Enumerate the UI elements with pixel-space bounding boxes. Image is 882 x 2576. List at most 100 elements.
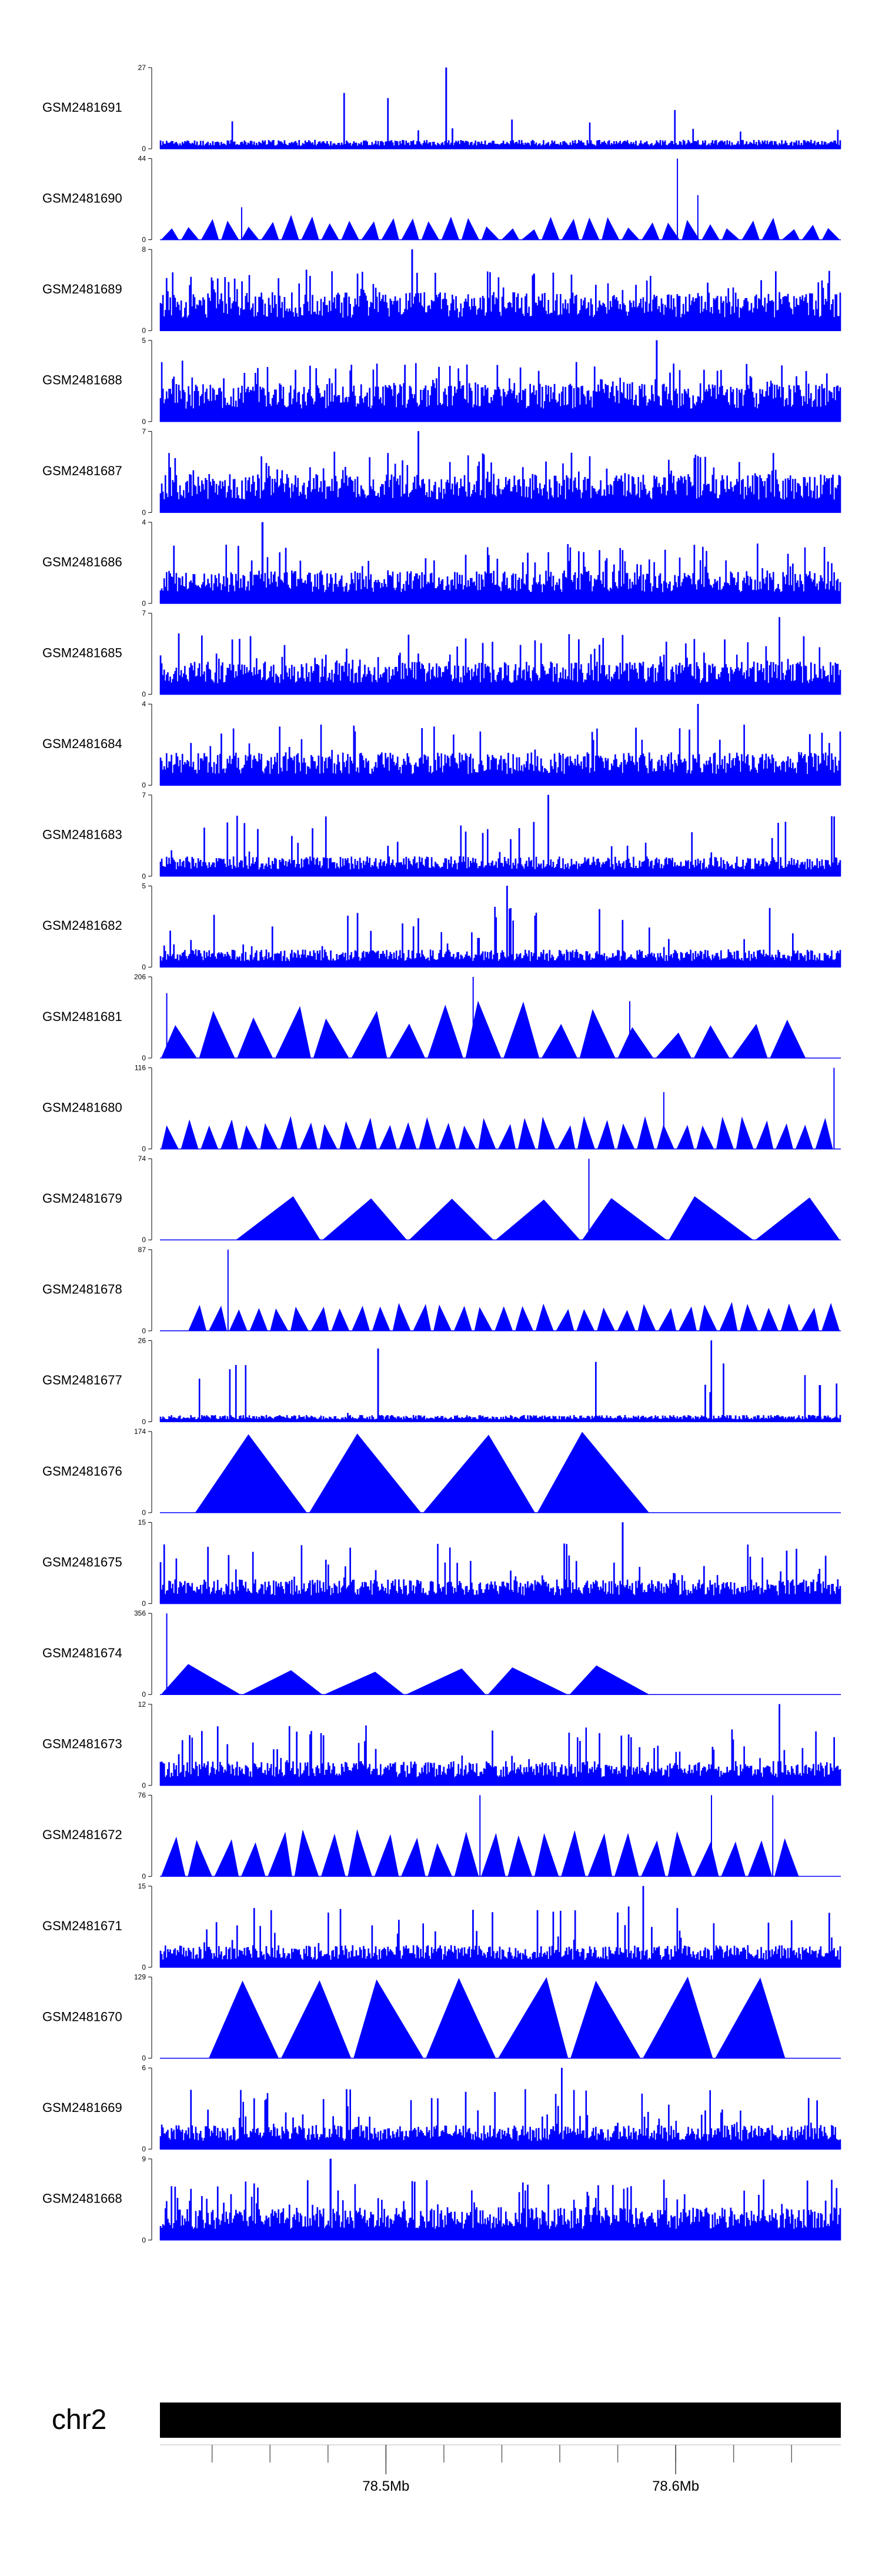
y-axis-min-label: 0 [142,963,146,971]
y-axis-min-label: 0 [142,1054,146,1062]
y-axis-max-label: 5 [142,882,146,890]
coverage-area [159,1522,841,1604]
y-axis-min-label: 0 [142,236,146,244]
track-label: GSM2481677 [42,1373,122,1387]
track-label: GSM2481687 [42,463,122,478]
chromosome-label: chr2 [52,2404,106,2435]
track-label: GSM2481691 [42,100,122,115]
track-label: GSM2481688 [42,373,122,388]
coverage-tracks: GSM2481691270GSM2481690440GSM248168980GS… [42,64,841,2244]
track-label: GSM2481680 [42,1100,122,1115]
track-label: GSM2481671 [42,1918,122,1933]
track-label: GSM2481678 [42,1282,122,1297]
track-GSM2481684: GSM2481684 4 0 [42,700,841,789]
track-GSM2481668: GSM2481668 9 0 [42,2155,841,2244]
track-label: GSM2481690 [42,191,122,205]
y-axis-min-label: 0 [142,1872,146,1880]
y-axis-max-label: 206 [134,973,146,981]
coverage-area [159,522,841,604]
track-GSM2481675: GSM2481675 15 0 [42,1519,841,1608]
track-label: GSM2481673 [42,1737,122,1751]
track-label: GSM2481681 [42,1009,122,1024]
track-label: GSM2481668 [42,2191,122,2206]
y-axis-min-label: 0 [142,1600,146,1608]
track-label: GSM2481679 [42,1191,122,1206]
y-axis-min-label: 0 [142,2145,146,2153]
track-label: GSM2481674 [42,1646,122,1660]
coverage-area [235,1196,841,1240]
coverage-area [187,1302,841,1332]
track-GSM2481672: GSM2481672 76 0 [42,1791,841,1880]
coverage-area [159,795,841,877]
track-label: GSM2481683 [42,827,122,842]
genome-position-label: 78.5Mb [362,2478,409,2494]
coverage-area [160,1664,650,1695]
y-axis-max-label: 76 [138,1791,146,1799]
coverage-area [159,340,841,422]
chromosome-bar [160,2403,841,2438]
track-GSM2481680: GSM2481680 116 0 [42,1064,841,1153]
track-label: GSM2481675 [42,1554,122,1569]
y-axis-min-label: 0 [142,508,146,516]
y-axis-max-label: 7 [142,791,146,799]
track-GSM2481687: GSM2481687 7 0 [42,427,841,516]
coverage-area [159,431,841,513]
y-axis-min-label: 0 [142,2236,146,2244]
y-axis-max-label: 4 [142,518,146,526]
track-GSM2481669: GSM2481669 6 0 [42,2064,841,2153]
track-GSM2481688: GSM2481688 5 0 [42,336,841,426]
coverage-area [159,2158,841,2241]
track-label: GSM2481682 [42,918,122,933]
y-axis-min-label: 0 [142,145,146,153]
track-label: GSM2481689 [42,282,122,296]
y-axis-min-label: 0 [142,690,146,699]
track-label: GSM2481686 [42,555,122,569]
y-axis-max-label: 15 [138,1519,146,1527]
track-GSM2481677: GSM2481677 26 0 [42,1336,841,1426]
y-axis-max-label: 7 [142,609,146,618]
y-axis-min-label: 0 [142,1509,146,1517]
coverage-area [159,886,841,967]
y-axis-max-label: 74 [138,1154,146,1163]
coverage-area [160,215,841,240]
y-axis-min-label: 0 [142,781,146,789]
track-label: GSM2481685 [42,645,122,660]
track-label: GSM2481684 [42,736,122,751]
coverage-area [159,1340,841,1422]
y-axis-min-label: 0 [142,1145,146,1153]
track-label: GSM2481676 [42,1464,122,1479]
y-axis-min-label: 0 [142,1417,146,1426]
y-axis-min-label: 0 [142,1781,146,1790]
genome-axis-ticks: 78.5Mb 78.6Mb [160,2444,841,2494]
y-axis-max-label: 8 [142,245,146,253]
coverage-area [159,617,841,695]
coverage-area [159,249,841,331]
coverage-area [159,703,841,786]
y-axis-min-label: 0 [142,599,146,608]
y-axis-max-label: 6 [142,2064,146,2072]
track-GSM2481691: GSM2481691 27 0 [42,64,841,153]
y-axis-min-label: 0 [142,1236,146,1244]
y-axis-min-label: 0 [142,1690,146,1699]
track-GSM2481674: GSM2481674 356 0 [42,1609,841,1699]
track-label: GSM2481670 [42,2009,122,2024]
track-GSM2481673: GSM2481673 12 0 [42,1700,841,1790]
y-axis-max-label: 27 [138,64,146,72]
coverage-area [208,1976,787,2058]
y-axis-min-label: 0 [142,326,146,335]
coverage-area [193,1432,650,1513]
y-axis-min-label: 0 [142,872,146,880]
track-GSM2481683: GSM2481683 7 0 [42,791,841,880]
track-GSM2481679: GSM2481679 74 0 [42,1154,841,1244]
genome-axis: chr2 78.5Mb 78.6Mb [52,2403,841,2494]
y-axis-min-label: 0 [142,2054,146,2063]
track-GSM2481678: GSM2481678 87 0 [42,1246,841,1335]
track-GSM2481682: GSM2481682 5 0 [42,882,841,971]
track-GSM2481671: GSM2481671 15 0 [42,1882,841,1971]
y-axis-max-label: 15 [138,1882,146,1890]
y-axis-max-label: 7 [142,427,146,435]
y-axis-max-label: 129 [134,1973,146,1981]
y-axis-max-label: 356 [134,1609,146,1617]
track-GSM2481690: GSM2481690 44 0 [42,155,841,244]
